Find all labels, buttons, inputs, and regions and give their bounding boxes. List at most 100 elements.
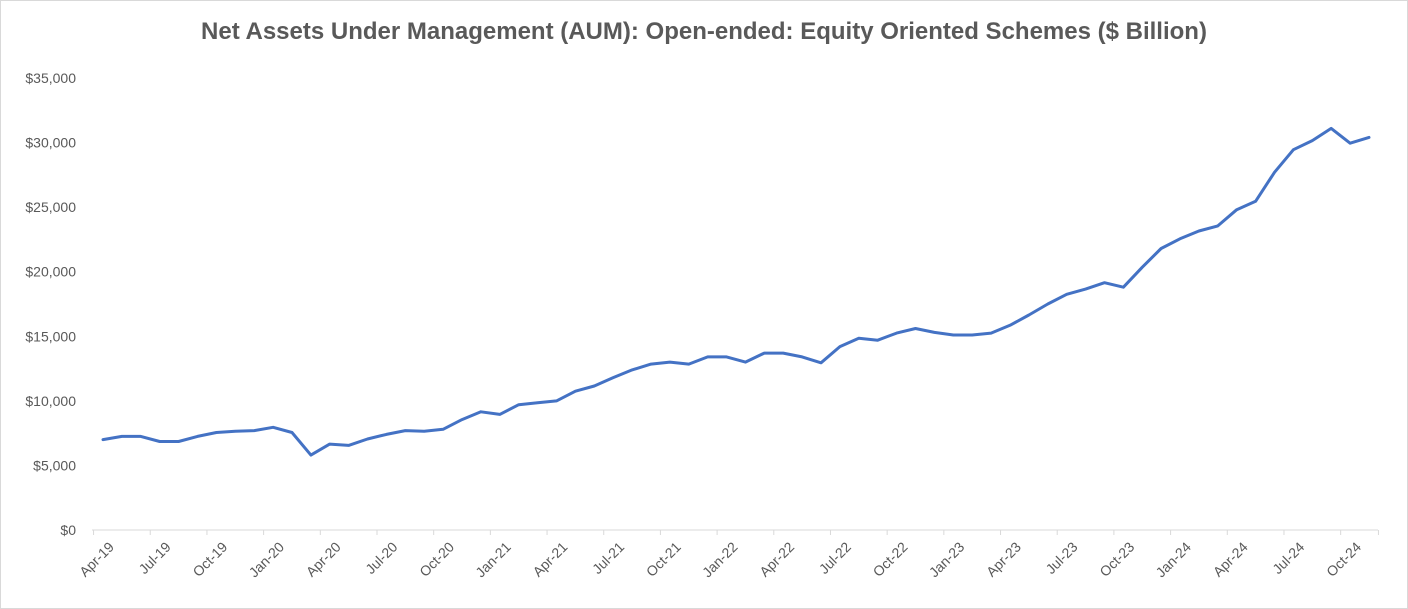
data-point [384, 432, 388, 436]
x-tick-label: Oct-24 [1323, 539, 1364, 580]
x-tick-label: Oct-21 [643, 539, 684, 580]
data-point [460, 418, 464, 422]
data-point [101, 438, 105, 442]
data-point [743, 360, 747, 364]
data-point [366, 437, 370, 441]
x-tick-label: Jul-21 [589, 539, 627, 577]
data-point [554, 399, 558, 403]
y-tick-label: $20,000 [25, 264, 76, 280]
series-line [101, 126, 1371, 457]
data-point [1291, 148, 1295, 152]
data-point [252, 429, 256, 433]
x-tick-label: Apr-22 [756, 539, 797, 580]
data-point [1367, 135, 1371, 139]
data-point [932, 330, 936, 334]
data-point [649, 362, 653, 366]
data-point [1178, 237, 1182, 241]
y-axis-ticks: $0 $5,000 $10,000 $15,000 $20,000 $25,000 $30,… [25, 70, 76, 538]
y-tick-label: $30,000 [25, 135, 76, 151]
data-point [970, 333, 974, 337]
data-point [1121, 285, 1125, 289]
data-point [914, 327, 918, 331]
data-point [158, 440, 162, 444]
data-point [498, 412, 502, 416]
data-point [271, 425, 275, 429]
data-point [536, 401, 540, 405]
data-point [1273, 170, 1277, 174]
data-point [781, 351, 785, 355]
data-point [630, 368, 634, 372]
data-point [876, 338, 880, 342]
x-tick-label: Jul-24 [1269, 539, 1307, 577]
data-point [120, 434, 124, 438]
data-point [706, 355, 710, 359]
data-point [1235, 208, 1239, 212]
x-tick-label: Oct-23 [1096, 539, 1137, 580]
data-point [441, 427, 445, 431]
x-tick-label: Jan-20 [246, 539, 288, 581]
y-tick-label: $35,000 [25, 70, 76, 86]
data-point [838, 345, 842, 349]
data-point [347, 443, 351, 447]
data-point [611, 376, 615, 380]
data-point [800, 355, 804, 359]
data-point [857, 336, 861, 340]
data-point [328, 442, 332, 446]
x-tick-label: Apr-23 [983, 539, 1024, 580]
data-point [592, 384, 596, 388]
x-tick-label: Jan-24 [1152, 539, 1194, 581]
data-point [1197, 229, 1201, 233]
data-point [1008, 323, 1012, 327]
data-point [725, 355, 729, 359]
data-point [214, 430, 218, 434]
data-point [233, 429, 237, 433]
data-point [177, 440, 181, 444]
x-tick-label: Oct-20 [416, 539, 457, 580]
y-tick-label: $5,000 [33, 457, 76, 473]
data-point [895, 331, 899, 335]
data-point [1159, 246, 1163, 250]
data-point [195, 434, 199, 438]
data-point [1329, 126, 1333, 130]
y-tick-label: $25,000 [25, 199, 76, 215]
data-point [309, 453, 313, 457]
series-points [101, 126, 1371, 457]
data-point [762, 351, 766, 355]
data-point [139, 434, 143, 438]
y-tick-label: $10,000 [25, 393, 76, 409]
data-point [1254, 199, 1258, 203]
data-point [1027, 313, 1031, 317]
data-point [1216, 224, 1220, 228]
data-point [573, 389, 577, 393]
data-point [819, 361, 823, 365]
data-point [290, 430, 294, 434]
data-point [668, 360, 672, 364]
data-point [951, 333, 955, 337]
x-axis-tickmarks [93, 530, 1379, 535]
x-tick-label: Oct-22 [870, 539, 911, 580]
data-point [517, 403, 521, 407]
data-point [479, 410, 483, 414]
y-tick-label: $15,000 [25, 328, 76, 344]
data-point [1065, 292, 1069, 296]
chart-title: Net Assets Under Management (AUM): Open-… [201, 18, 1207, 45]
x-tick-label: Jul-22 [816, 539, 854, 577]
x-tick-label: Jul-23 [1042, 539, 1080, 577]
data-point [1348, 141, 1352, 145]
x-tick-label: Apr-19 [76, 539, 117, 580]
data-point [1310, 139, 1314, 143]
data-point [1140, 265, 1144, 269]
data-point [422, 429, 426, 433]
x-tick-label: Apr-20 [303, 539, 344, 580]
x-tick-label: Apr-24 [1210, 539, 1251, 580]
x-tick-label: Jul-20 [362, 539, 400, 577]
y-tick-label: $0 [60, 522, 76, 538]
data-point [989, 331, 993, 335]
data-point [1046, 302, 1050, 306]
data-point [687, 362, 691, 366]
x-tick-label: Oct-19 [189, 539, 230, 580]
data-point [403, 429, 407, 433]
data-point [1102, 281, 1106, 285]
